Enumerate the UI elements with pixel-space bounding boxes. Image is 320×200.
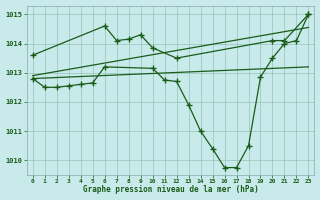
X-axis label: Graphe pression niveau de la mer (hPa): Graphe pression niveau de la mer (hPa) — [83, 185, 259, 194]
